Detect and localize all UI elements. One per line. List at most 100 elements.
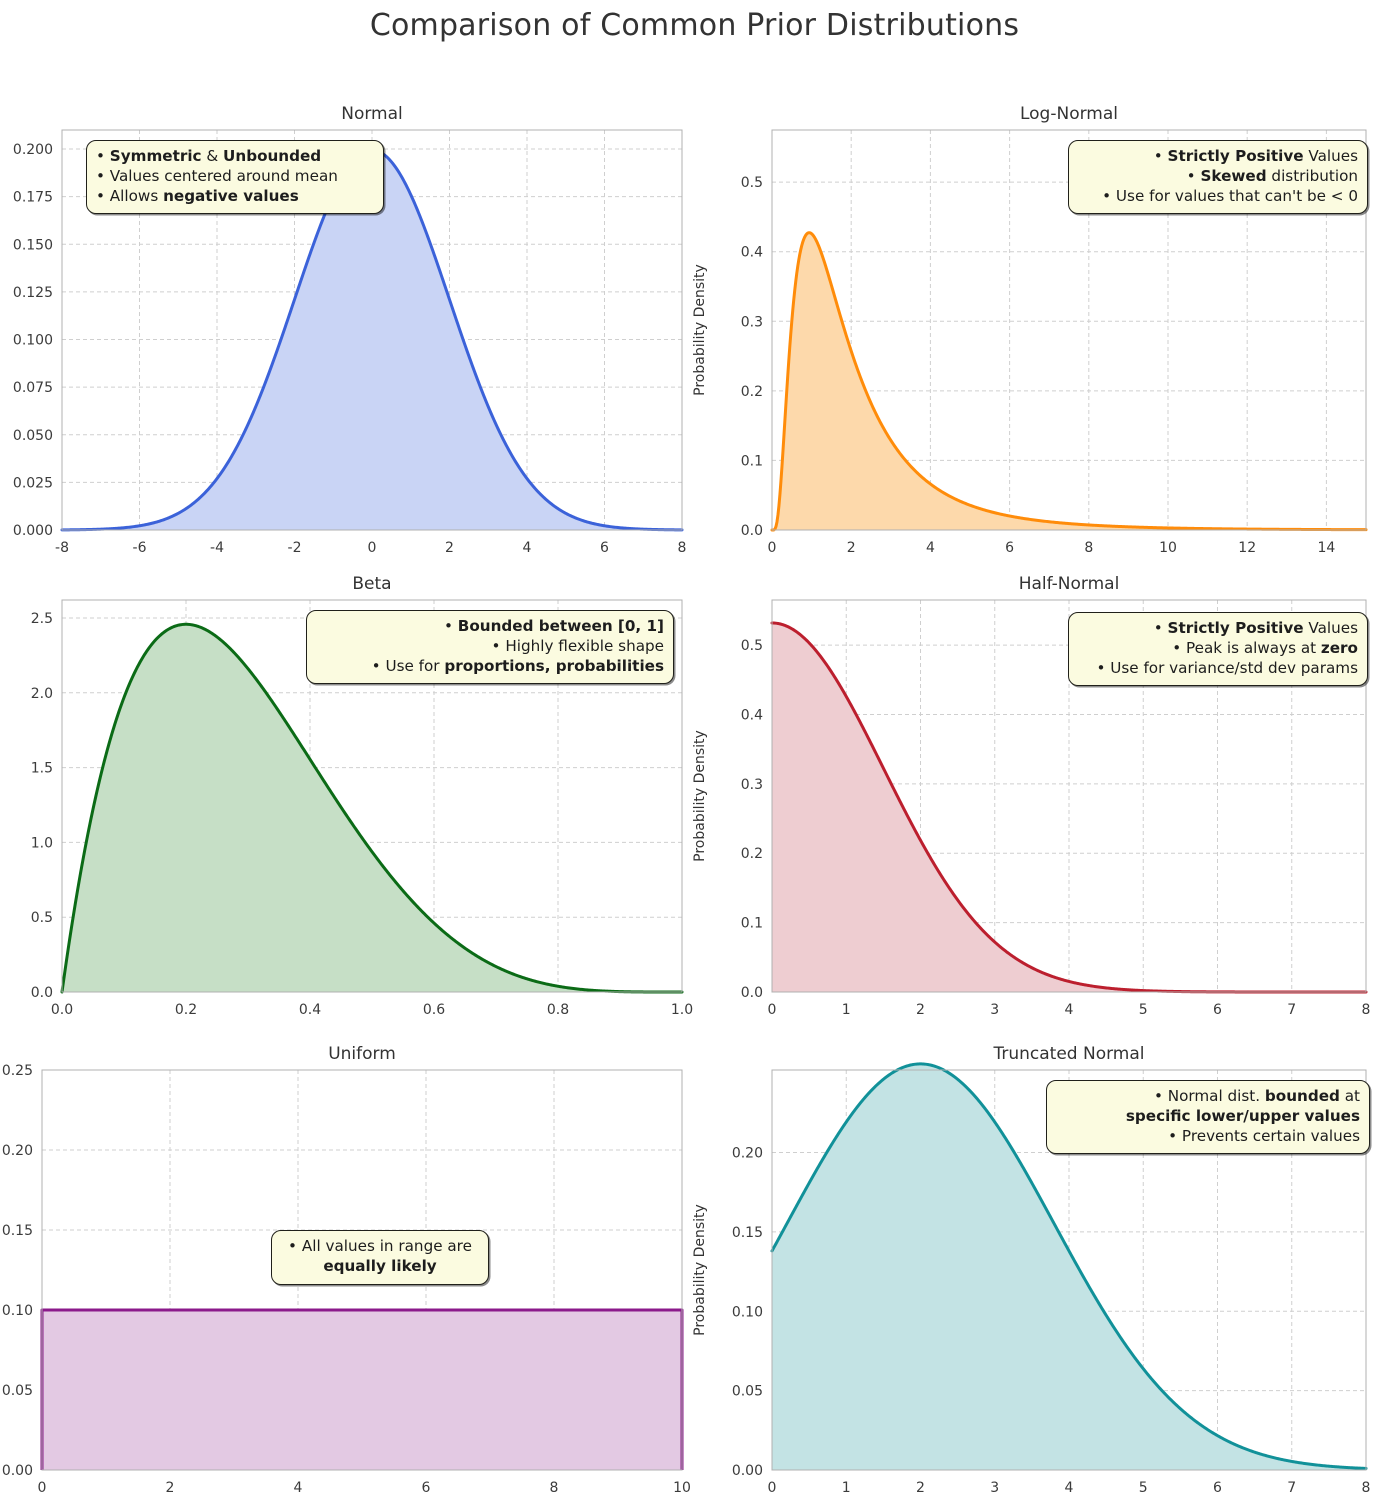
x-tick-label: 0.4 [299, 1002, 321, 1018]
x-tick-label: -6 [133, 540, 147, 556]
curve-line-lognormal [770, 231, 1368, 532]
y-tick-label: 0.175 [13, 190, 53, 206]
annotation-box-halfnormal: • Strictly Positive Values • Peak is alwa… [1068, 612, 1368, 687]
x-tick-label: 2 [847, 540, 856, 556]
y-tick-label: 0.150 [13, 237, 53, 253]
annotation-line: equally likely [323, 1256, 437, 1275]
y-tick-label: 0.0 [741, 523, 763, 539]
y-tick-label: 0.5 [31, 910, 53, 926]
x-tick-label: 10 [1159, 540, 1177, 556]
y-axis-label: Probability Density [692, 730, 708, 862]
y-tick-label: 0.00 [2, 1463, 33, 1479]
curve-fill-uniform [42, 1310, 682, 1470]
y-axis-label: Probability Density [692, 264, 708, 396]
x-tick-label: 6 [1005, 540, 1014, 556]
y-tick-label: 0.2 [741, 846, 763, 862]
x-tick-label: 12 [1238, 540, 1256, 556]
x-tick-label: 14 [1317, 540, 1335, 556]
y-tick-label: 0.05 [732, 1384, 763, 1400]
y-tick-label: 0.15 [732, 1225, 763, 1241]
y-tick-label: 1.5 [31, 761, 53, 777]
x-tick-label: 8 [1084, 540, 1093, 556]
x-tick-label: 0 [768, 540, 777, 556]
x-tick-label: 8 [1362, 1480, 1371, 1496]
y-tick-label: 0.3 [741, 314, 763, 330]
x-tick-label: 0.0 [51, 1002, 73, 1018]
y-tick-label: 1.0 [31, 835, 53, 851]
y-tick-label: 0.15 [2, 1223, 33, 1239]
x-tick-label: 7 [1287, 1480, 1296, 1496]
annotation-line: • Use for proportions, probabilities [371, 656, 664, 675]
subplot-title-beta: Beta [352, 574, 392, 594]
x-tick-label: 2 [166, 1480, 175, 1496]
x-tick-label: 0.2 [175, 1002, 197, 1018]
y-tick-label: 0.5 [741, 638, 763, 654]
x-tick-label: 4 [1065, 1002, 1074, 1018]
annotation-box-lognormal: • Strictly Positive Values • Skewed distr… [1068, 140, 1368, 215]
subplot-title-truncnormal: Truncated Normal [993, 1044, 1145, 1064]
y-tick-label: 0.4 [741, 245, 763, 261]
annotation-line: • Strictly Positive Values [1153, 147, 1358, 165]
x-tick-label: 5 [1139, 1002, 1148, 1018]
y-tick-label: 0.1 [741, 453, 763, 469]
x-tick-label: -8 [55, 540, 69, 556]
x-tick-label: 4 [926, 540, 935, 556]
y-tick-label: 0.1 [741, 916, 763, 932]
x-tick-label: 0 [38, 1480, 47, 1496]
x-tick-label: 4 [523, 540, 532, 556]
x-tick-label: 6 [422, 1480, 431, 1496]
y-tick-label: 2.5 [31, 611, 53, 627]
x-tick-label: 3 [990, 1480, 999, 1496]
y-axis-label: Probability Density [692, 1204, 708, 1336]
y-tick-label: 0.10 [2, 1303, 33, 1319]
subplot-title-lognormal: Log-Normal [1019, 104, 1118, 124]
y-tick-label: 0.5 [741, 175, 763, 191]
annotation-line: • Symmetric & Unbounded [96, 147, 322, 165]
x-tick-label: 5 [1139, 1480, 1148, 1496]
annotation-line: • Prevents certain values [1168, 1126, 1360, 1145]
y-tick-label: 0.20 [732, 1146, 763, 1162]
y-tick-label: 0.4 [741, 707, 763, 723]
y-tick-label: 0.100 [13, 333, 53, 349]
x-tick-label: 1.0 [671, 1002, 693, 1018]
annotation-line: • Values centered around mean [96, 166, 338, 185]
y-tick-label: 0.000 [13, 523, 53, 539]
annotation-box-normal: • Symmetric & Unbounded • Values centered… [86, 140, 384, 215]
x-tick-label: 6 [1213, 1480, 1222, 1496]
y-tick-label: 0.025 [13, 475, 53, 491]
annotation-line: • Highly flexible shape [491, 636, 664, 655]
annotation-line: • All values in range are [288, 1237, 472, 1255]
annotation-box-beta: • Bounded between [0, 1] • Highly flexibl… [306, 610, 674, 685]
y-tick-label: 0.075 [13, 380, 53, 396]
subplot-title-uniform: Uniform [328, 1044, 396, 1064]
annotation-box-truncnormal: • Normal dist. bounded at specific lower/… [1046, 1080, 1370, 1155]
x-tick-label: 0 [768, 1002, 777, 1018]
y-tick-label: 0.125 [13, 285, 53, 301]
x-tick-label: 0 [368, 540, 377, 556]
y-tick-label: 0.0 [31, 985, 53, 1001]
curve-fill-lognormal [772, 232, 1366, 530]
x-tick-label: 0.8 [547, 1002, 569, 1018]
y-tick-label: 0.050 [13, 428, 53, 444]
y-tick-label: 0.05 [2, 1383, 33, 1399]
x-tick-label: 6 [600, 540, 609, 556]
annotation-line: • Strictly Positive Values [1153, 619, 1358, 637]
x-tick-label: -4 [210, 540, 224, 556]
x-tick-label: 2 [916, 1480, 925, 1496]
x-tick-label: 6 [1213, 1002, 1222, 1018]
x-tick-label: 10 [673, 1480, 691, 1496]
x-tick-label: 4 [294, 1480, 303, 1496]
y-tick-label: 0.10 [732, 1304, 763, 1320]
y-tick-label: 0.20 [2, 1143, 33, 1159]
x-tick-label: 8 [678, 540, 687, 556]
x-tick-label: -2 [288, 540, 302, 556]
x-tick-label: 8 [550, 1480, 559, 1496]
x-tick-label: 4 [1065, 1480, 1074, 1496]
